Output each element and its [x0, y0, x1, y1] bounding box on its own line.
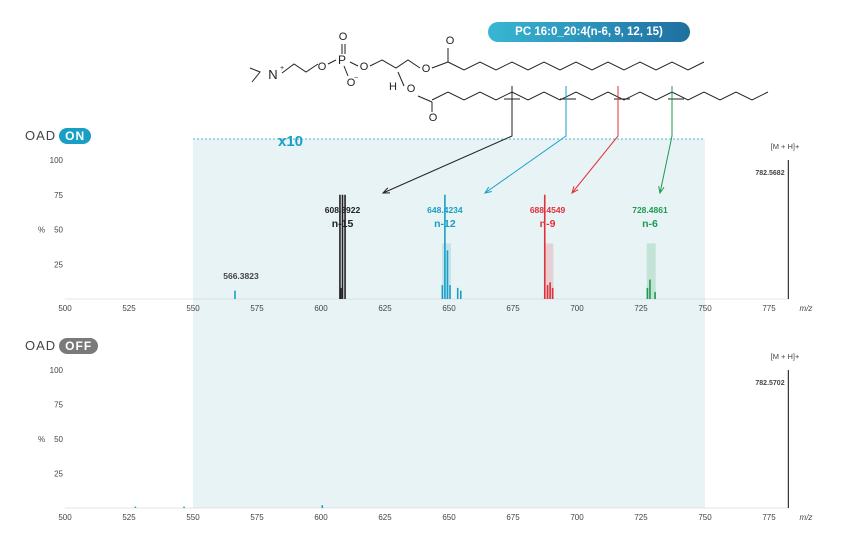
panel-on-x-tick-625: 625 [378, 304, 392, 313]
panel-on-annotation-mz-2: 648.4234 [427, 205, 463, 215]
fragment-arrowhead-1 [483, 186, 492, 194]
panel-on-y-tick-25: 25 [54, 260, 63, 269]
panel-off-x-tick-625: 625 [378, 513, 392, 522]
panel-off-y-tick-25: 25 [54, 470, 63, 479]
panel-off-y-tick-50: 50 [54, 435, 63, 444]
sn1-acyl-chain [447, 61, 705, 71]
panel-on-annotation-position-4: n-6 [642, 218, 658, 230]
panel-off-x-tick-550: 550 [186, 513, 200, 522]
panel-off-x-tick-675: 675 [506, 513, 520, 522]
panel-on-y-tick-100: 100 [50, 156, 64, 165]
panel-on-x-tick-775: 775 [762, 304, 776, 313]
sn2-bond [397, 71, 405, 87]
p-o-glycerol-bond [349, 61, 359, 67]
molecule-name: PC 16:0_20:4(n-6, 9, 12, 15) [515, 26, 663, 38]
panel-off-mode-text: OAD [25, 338, 57, 353]
panel-on-mode-text: OAD [25, 128, 57, 143]
panel-off-x-tick-650: 650 [442, 513, 456, 522]
panel-on-mode-label: OAD ON [25, 128, 92, 144]
panel-off-x-tick-750: 750 [698, 513, 712, 522]
panel-on-x-tick-525: 525 [122, 304, 136, 313]
panel-on-x-tick-500: 500 [58, 304, 72, 313]
sn2-ester-bond [417, 95, 433, 103]
panel-on-molecular-ion-mz: 782.5682 [755, 170, 784, 177]
panel-off-molecular-ion-mz: 782.5702 [755, 380, 784, 387]
panel-off-x-tick-775: 775 [762, 513, 776, 522]
panel-off-x-tick-600: 600 [314, 513, 328, 522]
oxygen-atom-2: O [339, 31, 348, 43]
oxygen-atom-1: O [318, 61, 327, 73]
sn1-ester-bond [431, 61, 449, 69]
panel-off-y-tick-75: 75 [54, 401, 63, 410]
panel-off-state-pill: OFF [59, 338, 99, 354]
panel-on-x-tick-550: 550 [186, 304, 200, 313]
panel-on-x-tick-650: 650 [442, 304, 456, 313]
panel-on-annotation-position-2: n-12 [434, 218, 456, 230]
panel-on-y-unit: % [38, 226, 45, 235]
fragment-arrow-0 [382, 86, 513, 194]
panel-on-annotation-mz-1: 608.3922 [325, 205, 361, 215]
choline-chain [281, 63, 319, 74]
hydrogen-atom: H [389, 81, 397, 93]
oxygen-atom-6: O [422, 63, 431, 75]
oxygen-atom-5: O [407, 83, 416, 95]
molecule-name-pill: PC 16:0_20:4(n-6, 9, 12, 15) [488, 22, 690, 42]
panel-off-x-tick-725: 725 [634, 513, 648, 522]
panel-on-molecular-ion-label: [M + H]+ [771, 142, 800, 151]
fragment-arrow-3 [659, 86, 673, 194]
panel-on-highlight-band-1 [544, 243, 554, 299]
panel-on-annotation-mz-0: 566.3823 [223, 271, 259, 281]
fragment-arrowhead-0 [381, 187, 391, 194]
panel-off-x-tick-500: 500 [58, 513, 72, 522]
panel-on-x-tick-700: 700 [570, 304, 584, 313]
panel-on-x-tick-575: 575 [250, 304, 264, 313]
p-o-bond [327, 59, 337, 65]
p-o-minus-bond [343, 65, 349, 77]
fragment-arrowhead-2 [571, 186, 579, 194]
fragment-arrowhead-3 [658, 186, 665, 195]
panel-on-annotation-mz-3: 688.4549 [530, 205, 566, 215]
oxygen-charge: − [354, 75, 358, 82]
nitrogen-charge: + [280, 65, 284, 72]
panel-on-x-tick-600: 600 [314, 304, 328, 313]
zoom-region-shade [193, 139, 705, 508]
sn2-carbonyl-oxygen: O [429, 112, 438, 124]
panel-off-molecular-ion-label: [M + H]+ [771, 352, 800, 361]
panel-off-y-unit: % [38, 435, 45, 444]
methyl-bonds [249, 67, 261, 83]
phosphorus-atom: P [338, 53, 346, 67]
nitrogen-atom: N [268, 67, 277, 82]
glycerol-backbone [369, 59, 421, 69]
fragment-arrow-1 [484, 86, 567, 194]
panel-on-x-tick-675: 675 [506, 304, 520, 313]
panel-on-x-tick-750: 750 [698, 304, 712, 313]
panel-off-x-tick-700: 700 [570, 513, 584, 522]
sn2-acyl-chain [431, 91, 769, 101]
magnification-label: x10 [278, 133, 303, 150]
panel-on-y-tick-50: 50 [54, 226, 63, 235]
panel-on-state-pill: ON [59, 128, 92, 144]
panel-on-highlight-band-0 [441, 243, 451, 299]
panel-on-highlight-band-2 [646, 243, 656, 299]
panel-on-annotation-position-1: n-15 [332, 218, 354, 230]
panel-on-x-tick-725: 725 [634, 304, 648, 313]
oxygen-atom-3: O [347, 77, 356, 89]
panel-on-annotation-position-3: n-9 [540, 218, 556, 230]
panel-on-y-tick-75: 75 [54, 191, 63, 200]
panel-off-y-tick-100: 100 [50, 366, 64, 375]
oxygen-atom-4: O [360, 61, 369, 73]
sn1-carbonyl-oxygen: O [446, 35, 455, 47]
panel-on-x-unit: m/z [800, 304, 813, 313]
panel-on-annotation-mz-4: 728.4861 [632, 205, 668, 215]
panel-off-x-unit: m/z [800, 513, 813, 522]
panel-off-x-tick-575: 575 [250, 513, 264, 522]
fragment-arrow-2 [571, 86, 619, 194]
panel-off-x-tick-525: 525 [122, 513, 136, 522]
panel-off-mode-label: OAD OFF [25, 338, 99, 354]
